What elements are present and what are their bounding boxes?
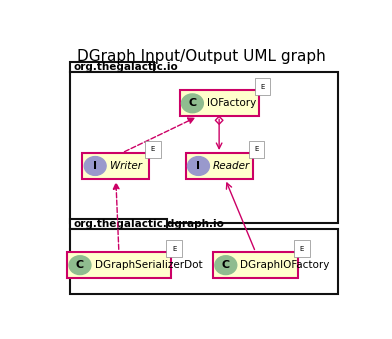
Circle shape bbox=[187, 157, 209, 175]
Text: Reader: Reader bbox=[213, 161, 250, 171]
Text: E: E bbox=[260, 84, 265, 90]
Circle shape bbox=[181, 94, 203, 113]
FancyBboxPatch shape bbox=[67, 252, 171, 278]
Circle shape bbox=[84, 157, 106, 175]
FancyBboxPatch shape bbox=[186, 153, 252, 179]
Circle shape bbox=[215, 256, 237, 275]
FancyBboxPatch shape bbox=[70, 72, 338, 223]
Text: E: E bbox=[172, 245, 176, 252]
Text: E: E bbox=[299, 245, 304, 252]
FancyBboxPatch shape bbox=[213, 252, 298, 278]
Text: E: E bbox=[254, 146, 258, 153]
Text: E: E bbox=[151, 146, 155, 153]
Text: C: C bbox=[188, 98, 196, 108]
FancyBboxPatch shape bbox=[180, 90, 259, 116]
Text: DGraphIOFactory: DGraphIOFactory bbox=[240, 260, 330, 270]
FancyBboxPatch shape bbox=[82, 153, 149, 179]
Text: Writer: Writer bbox=[110, 161, 142, 171]
Text: DGraph Input/Output UML graph: DGraph Input/Output UML graph bbox=[76, 48, 325, 63]
Text: I: I bbox=[196, 161, 200, 171]
FancyBboxPatch shape bbox=[70, 62, 154, 72]
Text: IOFactory: IOFactory bbox=[207, 98, 256, 108]
Text: DGraphSerializerDot: DGraphSerializerDot bbox=[94, 260, 202, 270]
FancyBboxPatch shape bbox=[70, 219, 167, 228]
Text: C: C bbox=[222, 260, 230, 270]
Text: C: C bbox=[76, 260, 84, 270]
FancyBboxPatch shape bbox=[70, 228, 338, 294]
Text: org.thegalactic.dgraph.io: org.thegalactic.dgraph.io bbox=[73, 219, 224, 229]
Text: I: I bbox=[93, 161, 97, 171]
Text: org.thegalactic.io: org.thegalactic.io bbox=[73, 62, 178, 72]
Circle shape bbox=[69, 256, 91, 275]
